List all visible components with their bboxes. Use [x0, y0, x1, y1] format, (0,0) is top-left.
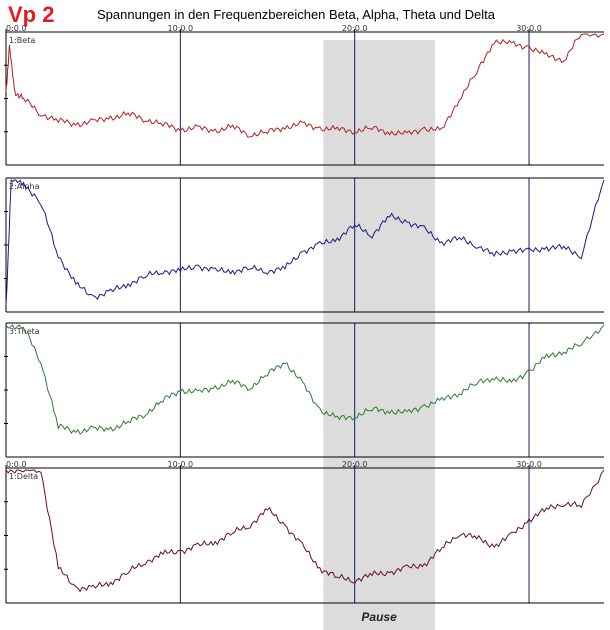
- chart-title: Spannungen in den Frequenzbereichen Beta…: [97, 7, 496, 22]
- pause-band: [323, 40, 435, 630]
- series-line-1:Delta: [5, 469, 605, 593]
- x-tick-label: 0:0.0: [6, 24, 27, 33]
- panel-name: 1:Delta: [9, 472, 38, 481]
- series-line-1:Beta: [5, 33, 605, 138]
- x-tick-label: 10:0.0: [168, 24, 194, 33]
- series-line-3:Theta: [5, 324, 605, 435]
- x-tick-label: 30:0.0: [516, 24, 542, 33]
- subject-label: Vp 2: [8, 2, 55, 27]
- panel-name: 3:Theta: [9, 327, 40, 336]
- x-tick-label: 30:0.0: [516, 460, 542, 469]
- panel-name: 1:Beta: [9, 36, 35, 45]
- x-tick-label: 0:0.0: [6, 460, 27, 469]
- x-tick-label: 20:0.0: [342, 24, 368, 33]
- x-tick-label: 10:0.0: [168, 460, 194, 469]
- series-line-2:Alpha: [5, 178, 605, 306]
- panel-name: 2:Alpha: [9, 182, 40, 191]
- pause-label: Pause: [361, 610, 397, 624]
- x-tick-label: 20:0.0: [342, 460, 368, 469]
